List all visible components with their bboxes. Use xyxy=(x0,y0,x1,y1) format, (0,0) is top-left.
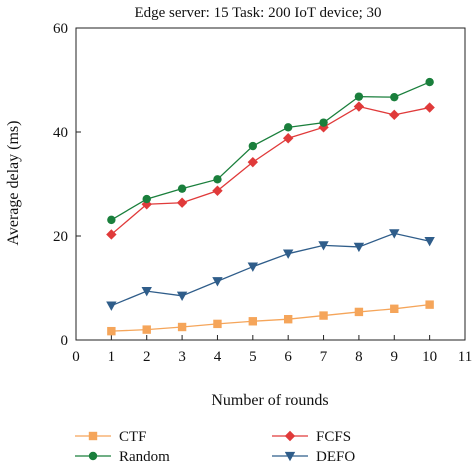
x-tick-label: 6 xyxy=(284,349,292,365)
chart-title: Edge server: 15 Task: 200 IoT device; 30 xyxy=(134,5,381,21)
legend-marker-random xyxy=(88,451,98,461)
data-point-random xyxy=(213,175,222,184)
plot-area: 0 1 2 3 4 5 6 7 8 9 10 11 0 20 40 60 xyxy=(53,21,472,365)
data-point-random xyxy=(248,141,258,151)
x-tick-label: 10 xyxy=(422,349,437,365)
data-point-ctf xyxy=(390,304,399,313)
data-point-random xyxy=(319,118,328,127)
data-point-defo xyxy=(176,291,188,301)
series-line-random xyxy=(111,81,430,221)
legend: CTF FCFS Random DEFO xyxy=(75,429,355,465)
data-point-ctf xyxy=(213,319,222,329)
data-point-random xyxy=(354,92,364,101)
data-point-fcfs xyxy=(282,133,294,144)
data-point-fcfs xyxy=(424,102,435,113)
data-point-ctf xyxy=(354,307,364,317)
series-line-ctf xyxy=(111,303,430,332)
data-point-random xyxy=(283,123,293,132)
y-tick-label: 40 xyxy=(53,125,68,141)
x-tick-label: 4 xyxy=(214,349,222,365)
data-point-ctf xyxy=(177,322,187,332)
legend-marker-ctf xyxy=(88,431,98,441)
data-point-fcfs xyxy=(389,109,400,121)
data-point-defo xyxy=(106,301,117,311)
legend-marker-defo xyxy=(284,451,296,462)
data-point-defo xyxy=(424,237,435,247)
data-point-fcfs xyxy=(176,197,188,208)
data-point-fcfs xyxy=(247,156,259,168)
data-point-fcfs xyxy=(212,185,223,196)
data-point-defo xyxy=(247,262,259,272)
x-tick-label: 7 xyxy=(320,349,328,365)
legend-marker-fcfs xyxy=(284,430,296,442)
y-tick-label: 20 xyxy=(53,229,68,245)
data-point-random xyxy=(390,92,399,102)
y-axis-label: Average delay (ms) xyxy=(5,121,22,246)
data-point-defo xyxy=(389,229,400,239)
data-point-ctf xyxy=(107,326,116,336)
legend-label-random: Random xyxy=(119,449,170,465)
y-tick-label: 0 xyxy=(61,333,69,349)
series-line-defo xyxy=(111,232,430,307)
data-point-defo xyxy=(212,277,223,287)
data-point-ctf xyxy=(248,317,258,326)
data-point-random xyxy=(107,215,116,225)
x-tick-label: 0 xyxy=(72,349,80,365)
x-tick-label: 9 xyxy=(391,349,399,365)
legend-label-defo: DEFO xyxy=(316,449,355,465)
data-point-ctf xyxy=(319,311,328,320)
data-point-fcfs xyxy=(106,229,117,240)
data-point-ctf xyxy=(425,300,434,309)
data-point-defo xyxy=(318,241,329,251)
data-point-defo xyxy=(353,242,365,253)
plot-frame xyxy=(75,27,466,341)
data-point-random xyxy=(142,194,151,204)
y-tick-label: 60 xyxy=(53,21,68,37)
x-tick-label: 1 xyxy=(108,349,116,365)
x-tick-label: 8 xyxy=(355,349,363,365)
data-point-fcfs xyxy=(353,101,365,112)
x-axis-label: Number of rounds xyxy=(211,392,328,409)
x-tick-label: 11 xyxy=(458,349,472,365)
data-point-random xyxy=(425,77,434,87)
data-point-defo xyxy=(282,249,294,259)
data-point-random xyxy=(177,184,187,193)
data-point-ctf xyxy=(142,325,151,334)
data-point-ctf xyxy=(283,315,293,324)
x-tick-label: 3 xyxy=(178,349,186,365)
legend-label-fcfs: FCFS xyxy=(316,429,351,445)
x-tick-label: 2 xyxy=(143,349,151,365)
data-point-defo xyxy=(141,286,152,297)
legend-label-ctf: CTF xyxy=(119,429,147,445)
series-line-fcfs xyxy=(110,105,430,235)
x-tick-label: 5 xyxy=(249,349,257,365)
